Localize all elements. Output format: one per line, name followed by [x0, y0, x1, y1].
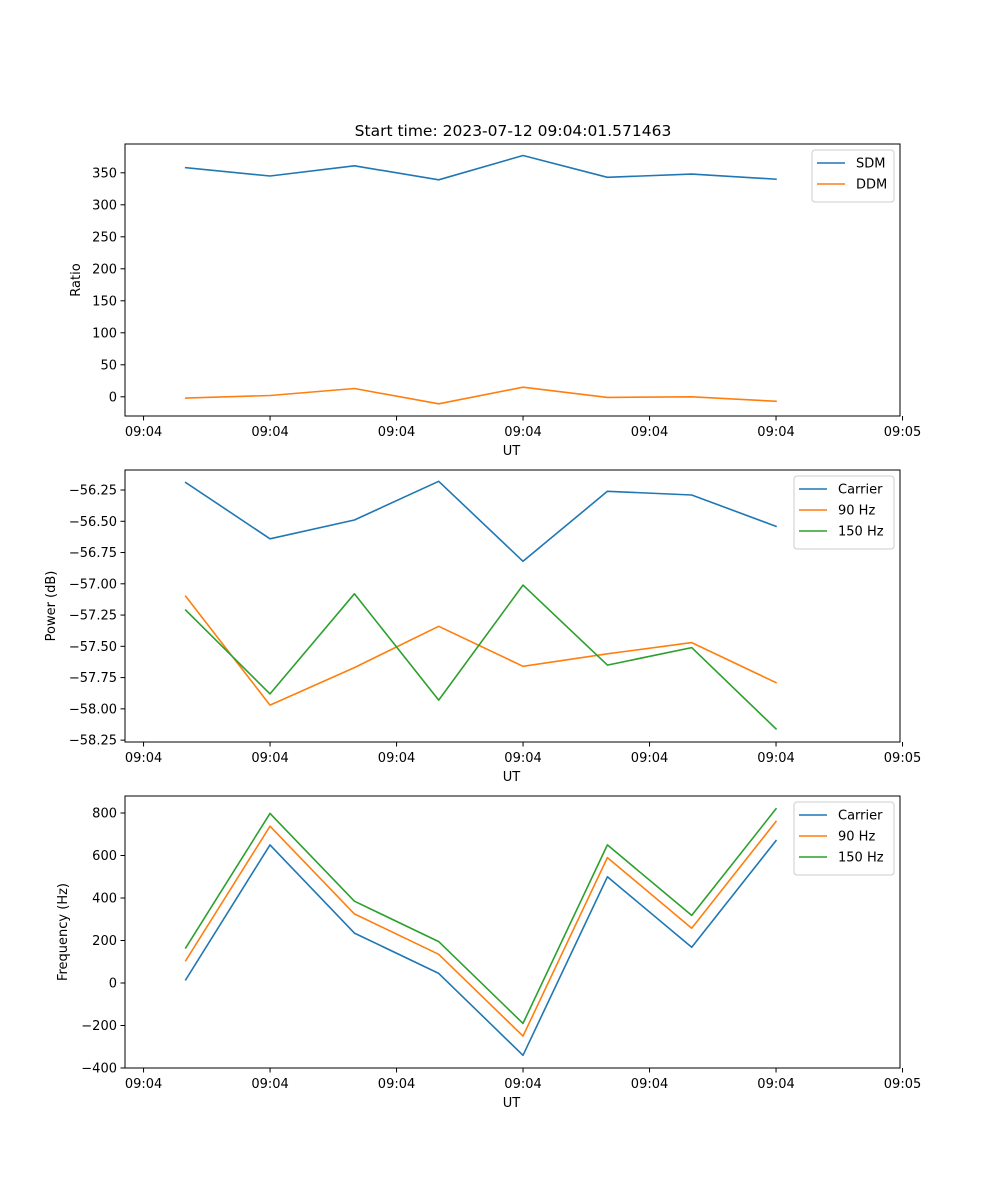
ratio-series-sdm-line: [184, 154, 777, 181]
power-x-tick-label: 09:04: [631, 751, 668, 766]
frequency-x-tick-label: 09:05: [884, 1077, 921, 1092]
frequency-legend-label-150-hz: 150 Hz: [838, 851, 884, 866]
ratio-x-axis-label: UT: [503, 444, 521, 459]
frequency-series-carrier-line: [184, 839, 778, 1057]
ratio-y-axis-label: Ratio: [69, 263, 84, 296]
power-panel: 09:04 09:04 09:04 09:04 09:04 09:04 09:05 −58.2…: [44, 469, 921, 785]
ratio-y-tick-label: 150: [92, 294, 117, 309]
power-y-tick-label: −56.75: [69, 546, 117, 561]
power-axes-frame: [124, 469, 901, 743]
ratio-x-tick-label: 09:04: [504, 425, 541, 440]
power-series-150-hz-line: [184, 584, 778, 731]
ratio-axes-frame: [124, 143, 901, 417]
ratio-y-tick-label: 0: [109, 390, 117, 405]
ratio-panel: 09:04 09:04 09:04 09:04 09:04 09:04 09:05 0 50 10…: [69, 143, 921, 459]
frequency-y-axis-label: Frequency (Hz): [56, 883, 71, 981]
ratio-legend-label-sdm: SDM: [856, 157, 885, 172]
power-legend-label-carrier: Carrier: [838, 483, 883, 498]
ratio-x-tick-label: 09:04: [378, 425, 415, 440]
chart-title: Start time: 2023-07-12 09:04:01.571463: [355, 122, 672, 140]
power-y-tick-label: −57.50: [69, 640, 117, 655]
power-series-carrier-line: [184, 480, 778, 563]
ratio-y-tick-label: 50: [100, 358, 117, 373]
frequency-x-tick-label: 09:04: [631, 1077, 668, 1092]
frequency-y-tick-label: 0: [109, 977, 117, 992]
power-x-tick-label: 09:04: [251, 751, 288, 766]
ratio-x-tick-label: 09:04: [631, 425, 668, 440]
ratio-y-tick-label: 100: [92, 326, 117, 341]
power-y-tick-label: −57.00: [69, 577, 117, 592]
frequency-y-tick-label: −200: [81, 1019, 117, 1034]
power-legend-label-90-hz: 90 Hz: [838, 504, 875, 519]
ratio-x-tick-label: 09:04: [757, 425, 794, 440]
power-y-axis-label: Power (dB): [44, 571, 59, 642]
frequency-legend-label-carrier: Carrier: [838, 809, 883, 824]
ratio-x-tick-label: 09:05: [884, 425, 921, 440]
frequency-legend-label-90-hz: 90 Hz: [838, 830, 875, 845]
power-y-tick-label: −56.25: [69, 484, 117, 499]
power-legend-label-150-hz: 150 Hz: [838, 525, 884, 540]
ratio-legend-label-ddm: DDM: [856, 178, 887, 193]
ratio-x-tick-label: 09:04: [125, 425, 162, 440]
frequency-x-tick-label: 09:04: [125, 1077, 162, 1092]
power-y-tick-label: −57.75: [69, 671, 117, 686]
power-y-tick-label: −56.50: [69, 515, 117, 530]
power-y-tick-label: −57.25: [69, 609, 117, 624]
frequency-y-tick-label: −400: [81, 1062, 117, 1077]
power-y-tick-label: −58.25: [69, 734, 117, 749]
power-x-tick-label: 09:04: [757, 751, 794, 766]
frequency-y-tick-label: 800: [92, 807, 117, 822]
power-x-axis-label: UT: [503, 770, 521, 785]
power-x-tick-label: 09:04: [125, 751, 162, 766]
frequency-y-tick-label: 600: [92, 849, 117, 864]
frequency-x-tick-label: 09:04: [504, 1077, 541, 1092]
frequency-series-150-hz-line: [184, 807, 778, 1025]
frequency-x-tick-label: 09:04: [757, 1077, 794, 1092]
ratio-y-tick-label: 250: [92, 230, 117, 245]
ratio-series-ddm-line: [184, 386, 777, 405]
ratio-y-tick-label: 300: [92, 198, 117, 213]
frequency-x-tick-label: 09:04: [251, 1077, 288, 1092]
frequency-panel: 09:04 09:04 09:04 09:04 09:04 09:04 09:05 −400 −…: [56, 795, 921, 1111]
ratio-x-tick-label: 09:04: [251, 425, 288, 440]
frequency-axes-frame: [124, 795, 901, 1069]
power-x-tick-label: 09:04: [378, 751, 415, 766]
frequency-x-axis-label: UT: [503, 1096, 521, 1111]
frequency-x-tick-label: 09:04: [378, 1077, 415, 1092]
frequency-series-90-hz-line: [184, 820, 778, 1037]
ratio-y-tick-label: 200: [92, 262, 117, 277]
frequency-y-tick-label: 400: [92, 892, 117, 907]
ratio-y-tick-label: 350: [92, 166, 117, 181]
power-x-tick-label: 09:04: [504, 751, 541, 766]
frequency-y-tick-label: 200: [92, 934, 117, 949]
power-x-tick-label: 09:05: [884, 751, 921, 766]
power-series-90-hz-line: [184, 595, 778, 706]
power-y-tick-label: −58.00: [69, 702, 117, 717]
